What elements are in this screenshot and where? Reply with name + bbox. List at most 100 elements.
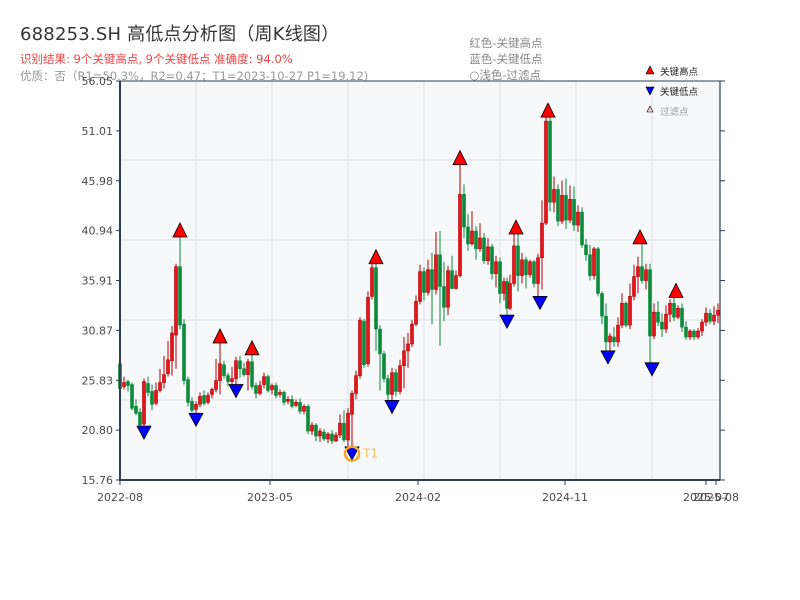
candle-down — [242, 368, 246, 375]
y-tick-label: 20.80 — [82, 424, 114, 437]
candle-down — [450, 270, 454, 289]
y-tick-label: 51.01 — [82, 125, 114, 138]
candle-down — [640, 266, 644, 281]
candle-down — [612, 336, 616, 343]
candle-down — [532, 261, 536, 284]
candle-up — [350, 393, 354, 415]
candle-down — [306, 406, 310, 432]
y-tick-label: 15.76 — [82, 474, 114, 487]
candle-down — [222, 364, 226, 376]
candle-up — [470, 230, 474, 245]
axes: 56.05 51.01 45.98 40.94 35.91 30.87 25.83 20.80… — [82, 75, 739, 504]
candle-down — [524, 259, 528, 275]
legend-low-label: 关键低点 — [660, 86, 699, 98]
candle-up — [194, 404, 198, 410]
candle-down — [482, 237, 486, 262]
candle-up — [576, 211, 580, 226]
candle-up — [122, 382, 126, 387]
candle-down — [134, 406, 138, 414]
plot-legend: 关键高点 关键低点 过滤点 — [645, 65, 699, 118]
candle-down — [282, 392, 286, 403]
candle-up — [410, 323, 414, 345]
candle-up — [520, 259, 524, 276]
key-low-icon — [499, 314, 515, 330]
candle-up — [166, 359, 170, 374]
candle-up — [326, 433, 330, 440]
top-legend-red: 红色-关键高点 — [469, 36, 543, 50]
key-high-icon — [368, 248, 384, 265]
candle-down — [290, 399, 294, 407]
candle-up — [286, 399, 290, 402]
candle-down — [572, 199, 576, 226]
candle-down — [588, 254, 592, 276]
candle-down — [314, 424, 318, 437]
candle-up — [246, 361, 250, 375]
quality-summary: 优质：否（R1=50.3%，R2=0.47；T1=2023-10-27 P1=1… — [20, 69, 369, 83]
candle-up — [568, 199, 572, 221]
candle-down — [298, 402, 302, 412]
key-low-icon — [532, 295, 548, 311]
candle-up — [502, 281, 506, 294]
candle-up — [688, 330, 692, 338]
candle-down — [556, 189, 560, 222]
candle-up — [592, 248, 596, 276]
candle-down — [130, 384, 134, 409]
candle-up — [294, 402, 298, 406]
candle-up — [310, 424, 314, 432]
candle-up — [354, 375, 358, 394]
candle-down — [660, 321, 664, 330]
candle-up — [338, 422, 342, 436]
candle-up — [716, 309, 720, 316]
candle-up — [278, 392, 282, 395]
candle-down — [146, 383, 150, 393]
candle-up — [418, 271, 422, 302]
candle-down — [648, 269, 652, 337]
candle-up — [398, 365, 402, 392]
candle-up — [636, 266, 640, 277]
candle-down — [596, 248, 600, 294]
y-tick-label: 40.94 — [82, 225, 114, 238]
candle-up — [346, 412, 350, 441]
candle-down — [386, 378, 390, 395]
key-high-icon — [668, 282, 684, 298]
y-tick-label: 30.87 — [82, 324, 114, 337]
candle-up — [696, 330, 700, 338]
candle-up — [198, 396, 202, 405]
grid-lines — [120, 81, 720, 480]
candle-up — [700, 321, 704, 332]
x-tick-label: 2022-08 — [97, 491, 143, 504]
candle-down — [382, 353, 386, 379]
key-high-icon — [452, 149, 468, 166]
key-high-icon — [212, 328, 228, 344]
legend-low-icon — [645, 86, 655, 96]
candle-down — [692, 330, 696, 338]
candle-up — [478, 237, 482, 250]
candle-up — [664, 313, 668, 330]
candle-up — [158, 382, 162, 391]
candle-down — [584, 244, 588, 256]
candle-up — [704, 312, 708, 323]
candle-up — [426, 269, 430, 293]
key-low-icon — [600, 350, 616, 365]
candle-down — [604, 315, 608, 343]
candle-up — [214, 380, 218, 390]
candle-down — [250, 361, 254, 387]
key-high-icon — [540, 102, 556, 118]
candle-up — [616, 324, 620, 343]
candle-up — [402, 350, 406, 367]
x-tick-label: 2025-07 — [683, 491, 729, 504]
candle-down — [178, 266, 182, 326]
candle-down — [516, 245, 520, 276]
candle-down — [548, 120, 552, 203]
candle-up — [486, 246, 490, 262]
candle-up — [544, 120, 548, 224]
legend-filtered-icon — [646, 105, 654, 113]
key-low-icon — [188, 412, 204, 428]
candle-up — [258, 385, 262, 394]
candle-down — [138, 411, 142, 426]
candle-down — [274, 385, 278, 396]
candle-up — [174, 266, 178, 336]
candle-down — [708, 312, 712, 322]
key-low-icon — [136, 425, 152, 440]
